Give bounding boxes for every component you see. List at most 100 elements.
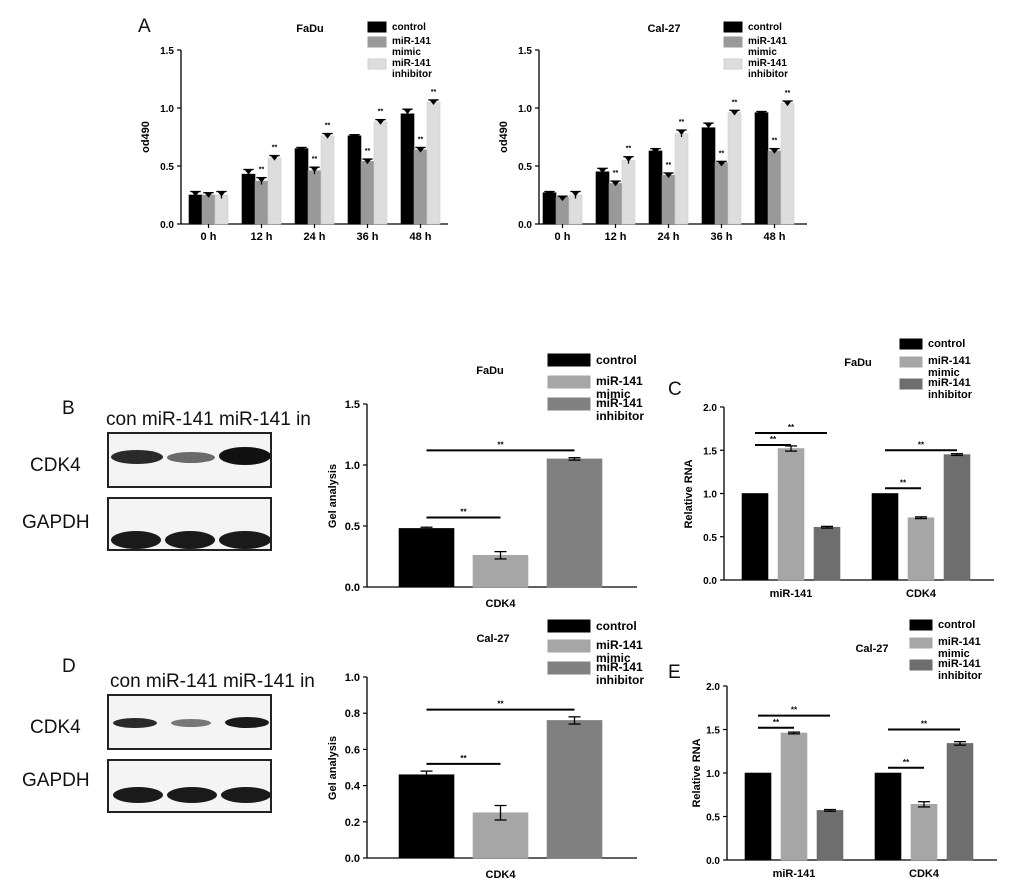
legend-label-line: inhibitor	[748, 69, 788, 80]
legend-label-line: miR-141	[928, 377, 971, 389]
x-tick-label: 36 h	[710, 231, 732, 243]
error-marker	[730, 110, 739, 116]
bar	[780, 103, 795, 225]
legend-swatch	[723, 21, 743, 33]
legend-swatch	[723, 58, 743, 70]
x-tick-label: CDK4	[906, 588, 937, 600]
y-axis-label: Relative RNA	[691, 738, 703, 807]
chart-c: 0.0 0.5 1.0 1.5 2.0 Relative RNA FaDu miR-141 CD…	[683, 338, 994, 600]
bar	[874, 772, 902, 861]
legend-label-line: mimic	[748, 47, 777, 58]
y-tick-label: 0.5	[518, 162, 532, 173]
band-mimic	[165, 531, 215, 549]
band-control	[111, 450, 163, 464]
significance-stars: **	[460, 507, 467, 516]
y-tick-label: 1.0	[345, 672, 360, 684]
bar	[214, 194, 229, 225]
x-tick-label: 0 h	[555, 231, 571, 243]
x-tick-label: 24 h	[303, 231, 325, 243]
legend-label-line: inhibitor	[596, 409, 644, 423]
bar	[546, 720, 603, 859]
chart-title: FaDu	[476, 365, 504, 377]
legend-label-line: miR-141	[392, 36, 431, 47]
bar	[946, 743, 974, 861]
chart-title: FaDu	[844, 357, 872, 369]
legend-swatch	[547, 375, 591, 389]
error-marker	[624, 156, 633, 162]
error-marker	[611, 181, 620, 187]
significance-stars: **	[770, 435, 777, 444]
bar	[360, 161, 375, 225]
legend-swatch	[909, 637, 933, 649]
error-marker	[297, 147, 306, 153]
error-marker	[545, 191, 554, 197]
y-tick-label: 0.8	[345, 708, 360, 720]
y-tick-label: 1.5	[160, 46, 174, 57]
legend-swatch	[547, 353, 591, 367]
significance-stars: **	[773, 718, 780, 727]
error-marker	[310, 167, 319, 173]
y-axis-label: Gel analysis	[327, 464, 339, 528]
error-marker	[558, 196, 567, 202]
significance-stars: **	[497, 700, 504, 709]
legend-label: control	[938, 619, 975, 631]
error-marker	[217, 191, 226, 197]
legend-label: miR-141 mimic	[596, 638, 643, 665]
y-tick-label: 1.0	[518, 104, 532, 115]
band-inhibitor	[219, 447, 270, 465]
bar	[188, 194, 203, 225]
error-marker	[416, 147, 425, 153]
bar	[608, 183, 623, 225]
y-axis-label: od490	[498, 121, 510, 153]
x-tick-label: 12 h	[250, 231, 272, 243]
error-marker	[677, 130, 686, 136]
x-tick-label: miR-141	[773, 868, 816, 880]
legend-label-line: mimic	[938, 648, 970, 660]
significance-stars: **	[259, 167, 265, 174]
error-marker	[429, 99, 438, 105]
y-tick-label: 1.5	[706, 726, 720, 737]
y-tick-label: 0.5	[345, 521, 360, 533]
significance-stars: **	[903, 758, 910, 767]
bar	[400, 113, 415, 225]
error-marker	[403, 109, 412, 115]
panel-letter-d: D	[62, 656, 76, 677]
legend-swatch	[909, 659, 933, 671]
legend-swatch	[909, 619, 933, 631]
legend-label-line: miR-141	[748, 36, 787, 47]
chart-a2: 0.0 0.5 1.0 1.5 od490 Cal-27 0 h 12 h 24 h 36 h 48…	[498, 21, 807, 243]
y-tick-label: 1.5	[518, 46, 532, 57]
legend-label-line: miR-141	[748, 58, 787, 69]
legend-swatch	[547, 619, 591, 633]
legend-label: miR-141 inhibitor	[596, 396, 644, 423]
chart-e: 0.0 0.5 1.0 1.5 2.0 Relative RNA Cal-27 miR-141…	[691, 619, 997, 880]
y-tick-label: 1.0	[160, 104, 174, 115]
significance-stars: **	[312, 156, 318, 163]
legend-label: miR-141 mimic	[596, 374, 643, 401]
band-control	[113, 718, 157, 728]
y-tick-label: 0.0	[160, 220, 174, 231]
significance-stars: **	[626, 146, 632, 153]
chart-title: FaDu	[296, 23, 324, 35]
bar	[780, 732, 808, 861]
bar	[347, 135, 362, 225]
legend-label-line: inhibitor	[596, 673, 644, 687]
error-marker	[363, 159, 372, 165]
bar	[398, 528, 455, 588]
y-tick-label: 0.2	[345, 817, 360, 829]
significance-stars: **	[679, 119, 685, 126]
band-inhibitor	[225, 717, 269, 728]
y-tick-label: 0.4	[345, 781, 361, 793]
bar	[813, 526, 841, 581]
bar	[542, 192, 557, 225]
error-marker	[571, 191, 580, 197]
legend-label: miR-141 inhibitor	[938, 658, 983, 682]
legend-label: control	[928, 338, 965, 350]
chart-title: Cal-27	[476, 633, 509, 645]
bar	[254, 180, 269, 225]
bar	[767, 150, 782, 225]
bar	[267, 157, 282, 225]
bar	[373, 121, 388, 225]
significance-stars: **	[772, 138, 778, 145]
error-marker	[244, 169, 253, 175]
